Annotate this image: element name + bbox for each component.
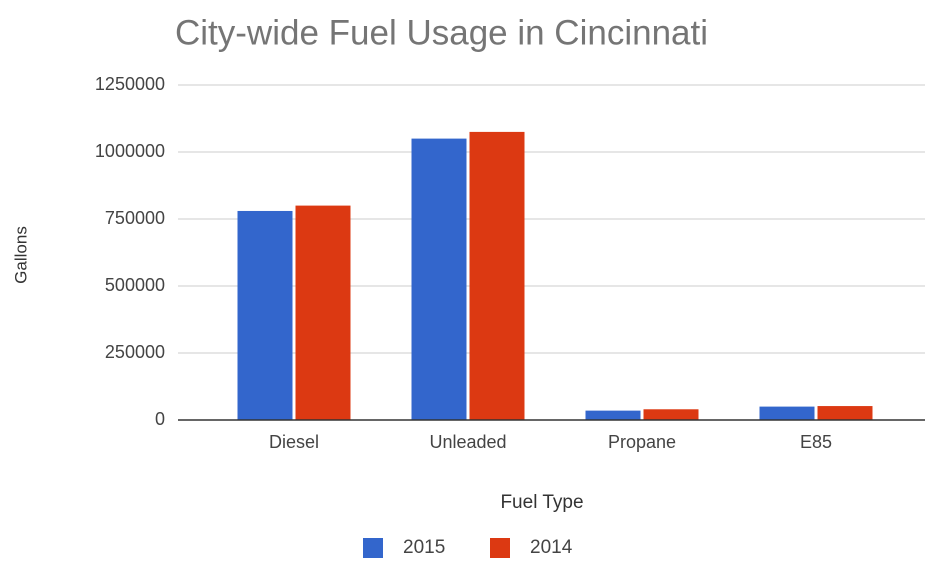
bar <box>469 131 525 420</box>
bar <box>643 409 699 420</box>
bar <box>411 138 467 420</box>
legend-label: 2014 <box>530 537 573 558</box>
x-tick-label: E85 <box>800 432 832 452</box>
y-tick-label: 1000000 <box>95 141 165 161</box>
bar <box>237 210 293 420</box>
y-tick-label: 750000 <box>105 208 165 228</box>
legend-swatch <box>363 538 383 558</box>
bar <box>585 410 641 420</box>
x-tick-label: Diesel <box>269 432 319 452</box>
y-tick-label: 250000 <box>105 342 165 362</box>
legend-swatch <box>490 538 510 558</box>
x-tick-label: Propane <box>608 432 676 452</box>
legend-label: 2015 <box>403 537 445 558</box>
chart-title: City-wide Fuel Usage in Cincinnati <box>175 13 708 52</box>
bar <box>759 406 815 420</box>
y-tick-label: 500000 <box>105 275 165 295</box>
x-axis-label: Fuel Type <box>500 492 583 513</box>
y-axis-label: Gallons <box>11 226 30 284</box>
x-tick-label: Unleaded <box>429 432 506 452</box>
y-tick-label: 0 <box>155 409 165 429</box>
y-tick-label: 1250000 <box>95 74 165 94</box>
bar <box>817 406 873 420</box>
bar <box>295 205 351 420</box>
